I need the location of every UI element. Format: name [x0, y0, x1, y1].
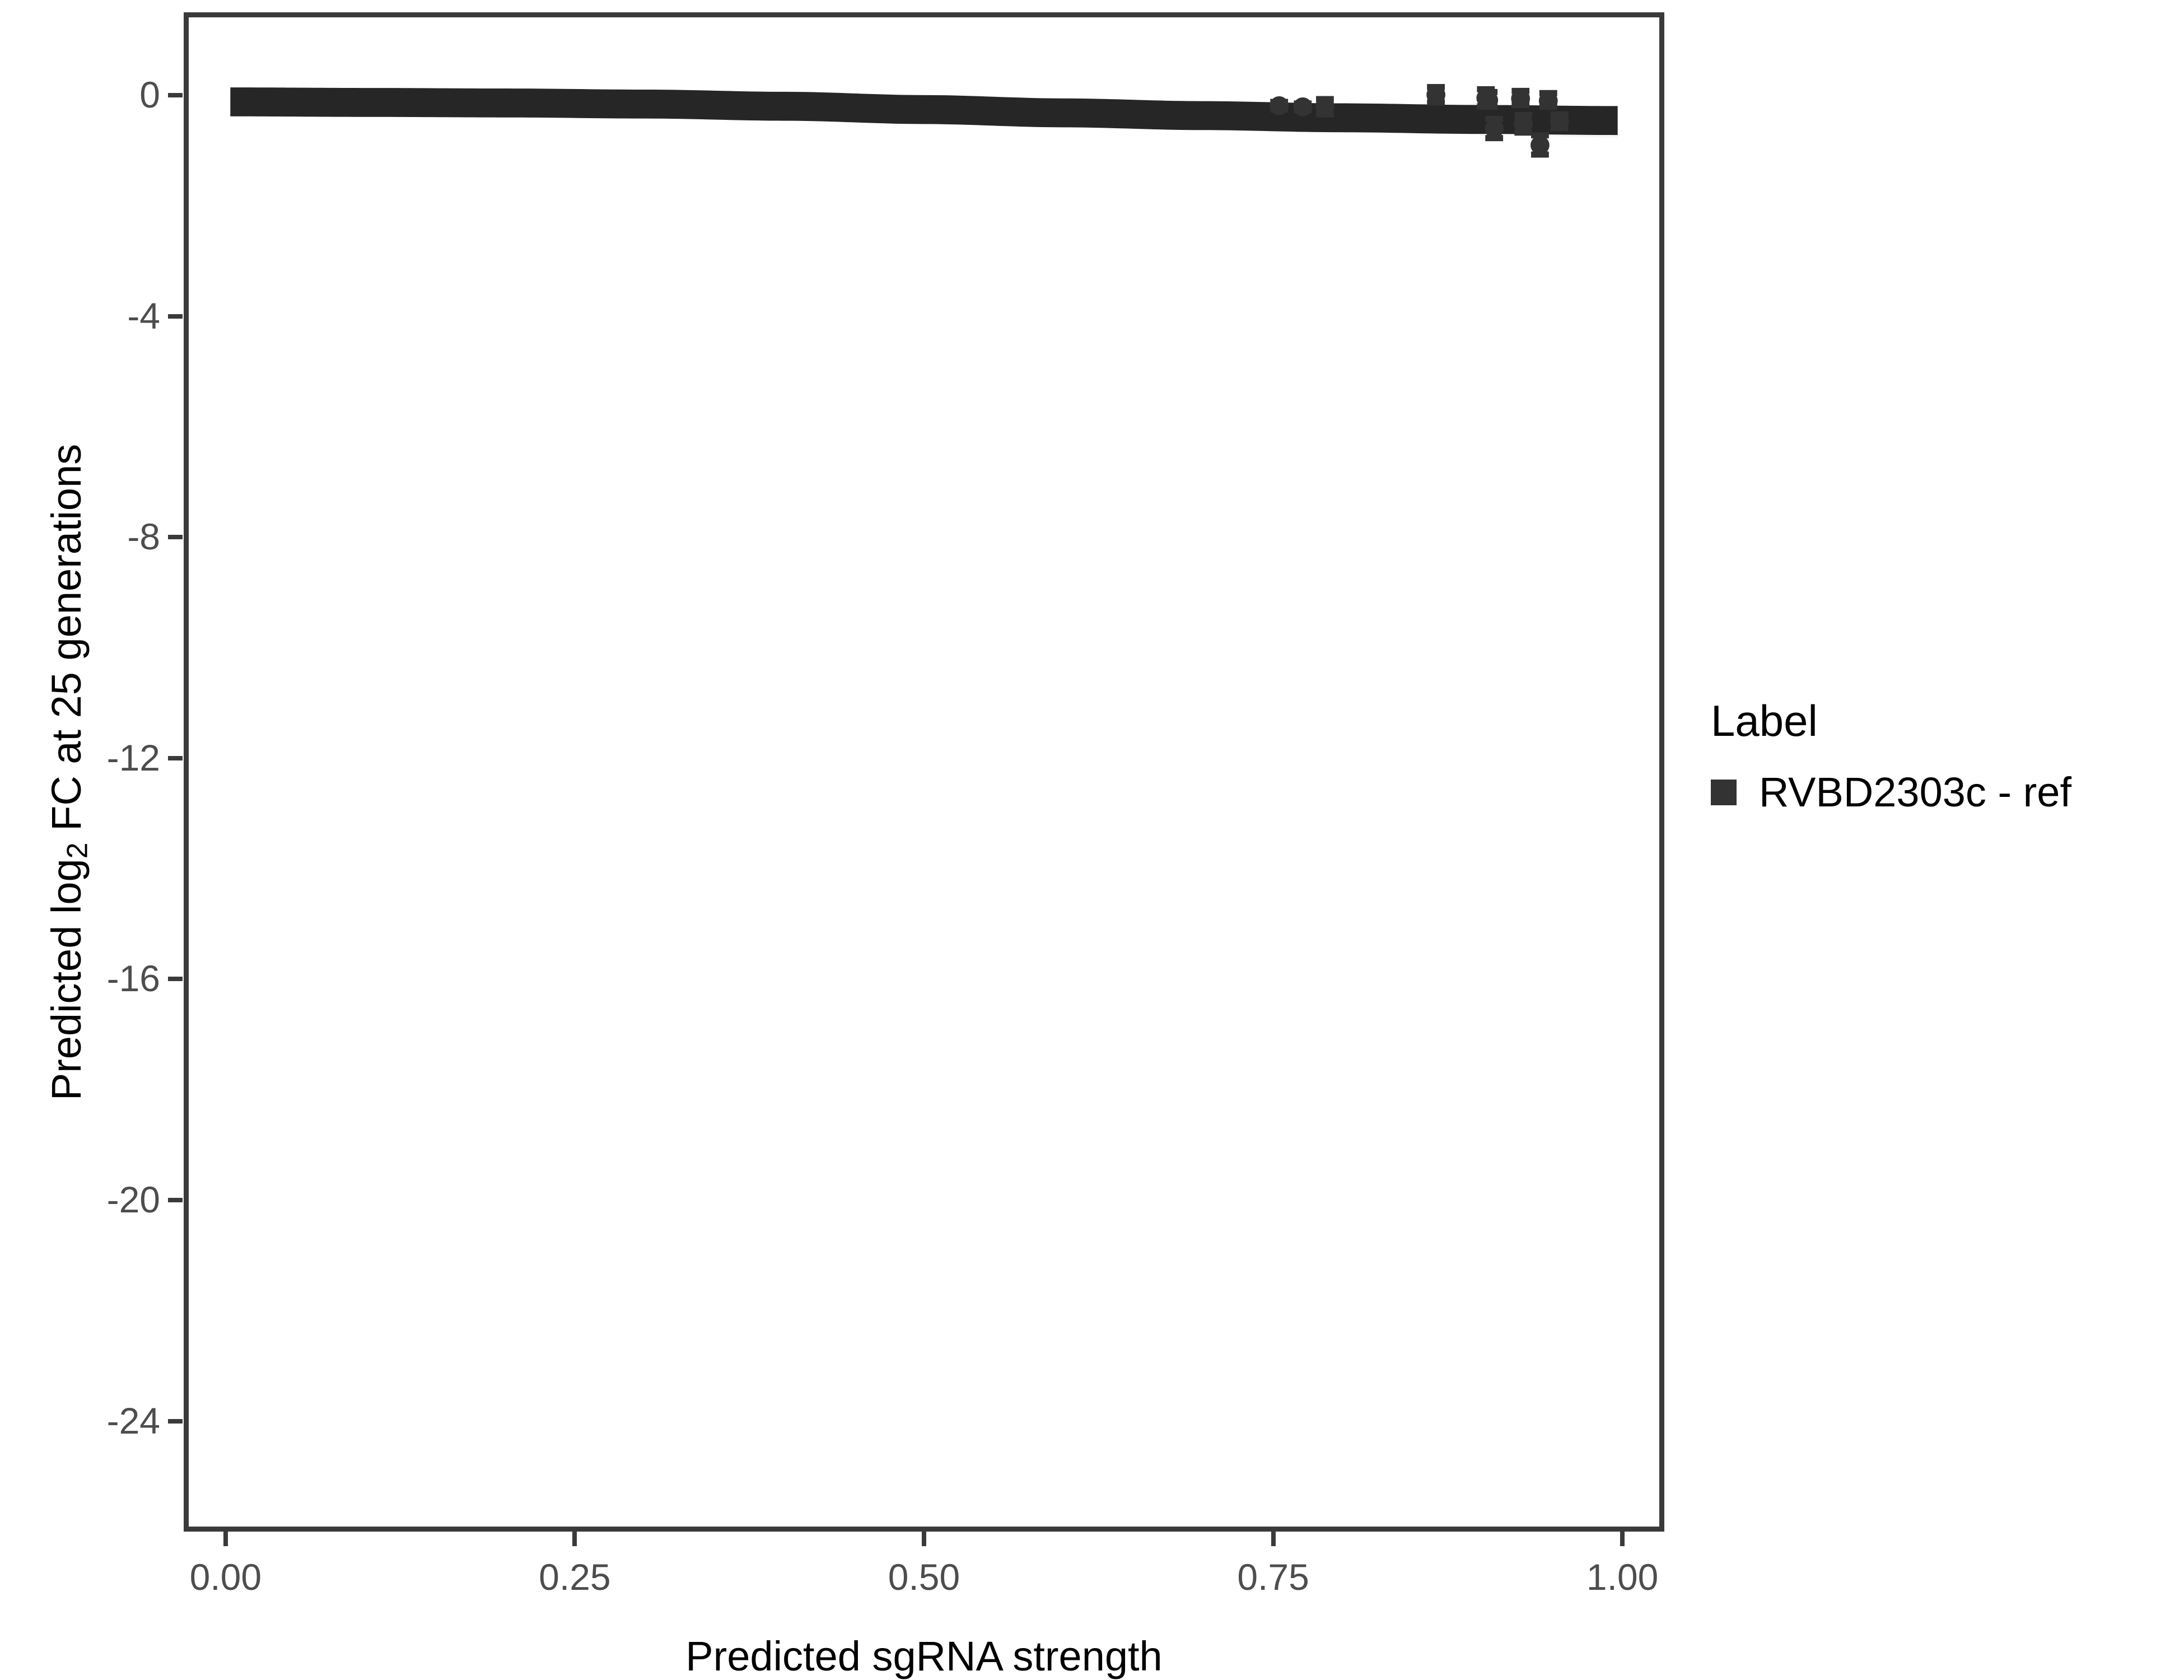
data-point-marker[interactable]: [1485, 119, 1504, 138]
data-point-marker[interactable]: [1550, 111, 1569, 130]
x-tick-mark: [572, 1532, 577, 1546]
data-point-group[interactable]: [1293, 97, 1313, 116]
data-point-marker[interactable]: [1270, 96, 1289, 115]
data-point-group[interactable]: [1538, 90, 1558, 110]
plot-panel: [184, 12, 1664, 1532]
y-tick-mark: [168, 314, 183, 319]
data-point-group[interactable]: [1485, 115, 1504, 142]
y-axis-title: Predicted log2 FC at 25 generations: [43, 444, 94, 1100]
x-tick-mark: [922, 1532, 926, 1546]
data-point-marker[interactable]: [1426, 85, 1446, 105]
data-point-group[interactable]: [1479, 88, 1499, 110]
y-axis-title-post: FC at 25 generations: [43, 444, 90, 842]
x-tick-mark: [1271, 1532, 1276, 1546]
data-point-marker[interactable]: [1293, 97, 1313, 116]
data-point-marker[interactable]: [1514, 114, 1533, 134]
y-tick-mark: [168, 535, 183, 540]
data-point-group[interactable]: [1426, 83, 1446, 106]
plot-canvas: [222, 83, 1626, 158]
data-point-group[interactable]: [1315, 96, 1334, 118]
y-axis-title-pre: Predicted log: [43, 858, 90, 1100]
y-tick-mark: [168, 977, 183, 982]
data-point-group[interactable]: [1550, 111, 1569, 132]
y-axis-title-subscript: 2: [61, 842, 94, 858]
y-tick-label: -8: [127, 516, 160, 558]
y-tick-label: 0: [139, 73, 160, 115]
legend-key-swatch: [1711, 780, 1737, 805]
y-tick-label: -24: [106, 1399, 160, 1441]
y-tick-mark: [168, 755, 183, 760]
fit-line: [222, 87, 1626, 136]
x-axis-title: Predicted sgRNA strength: [685, 1633, 1163, 1679]
data-point-group[interactable]: [1530, 132, 1550, 158]
data-point-marker[interactable]: [1530, 136, 1550, 155]
data-point-marker[interactable]: [1511, 89, 1530, 108]
data-point-marker[interactable]: [1315, 96, 1334, 116]
data-point-marker[interactable]: [1538, 91, 1558, 110]
y-tick-mark: [168, 1418, 183, 1424]
y-tick-mark: [168, 1198, 183, 1203]
x-tick-mark: [223, 1532, 228, 1546]
legend-item-label: RVBD2303c - ref: [1759, 769, 2071, 815]
data-point-marker[interactable]: [1479, 91, 1499, 110]
y-tick-label: -20: [106, 1179, 160, 1221]
x-tick-mark: [1620, 1532, 1625, 1546]
y-tick-label: -4: [127, 295, 160, 337]
data-point-group[interactable]: [1511, 87, 1530, 109]
data-point-group[interactable]: [1270, 96, 1289, 115]
y-tick-mark: [168, 92, 183, 97]
x-tick-label: 1.00: [1586, 1556, 1659, 1598]
legend-item[interactable]: RVBD2303c - ref: [1711, 772, 2159, 813]
legend: Label RVBD2303c - ref: [1711, 699, 2159, 813]
y-tick-label: -12: [106, 736, 160, 778]
x-tick-label: 0.00: [189, 1556, 262, 1598]
x-tick-label: 0.75: [1237, 1556, 1309, 1598]
y-tick-label: -16: [106, 958, 160, 1000]
x-tick-label: 0.25: [539, 1556, 611, 1598]
legend-title: Label: [1711, 696, 1818, 745]
data-point-group[interactable]: [1514, 111, 1533, 136]
x-tick-label: 0.50: [888, 1556, 960, 1598]
